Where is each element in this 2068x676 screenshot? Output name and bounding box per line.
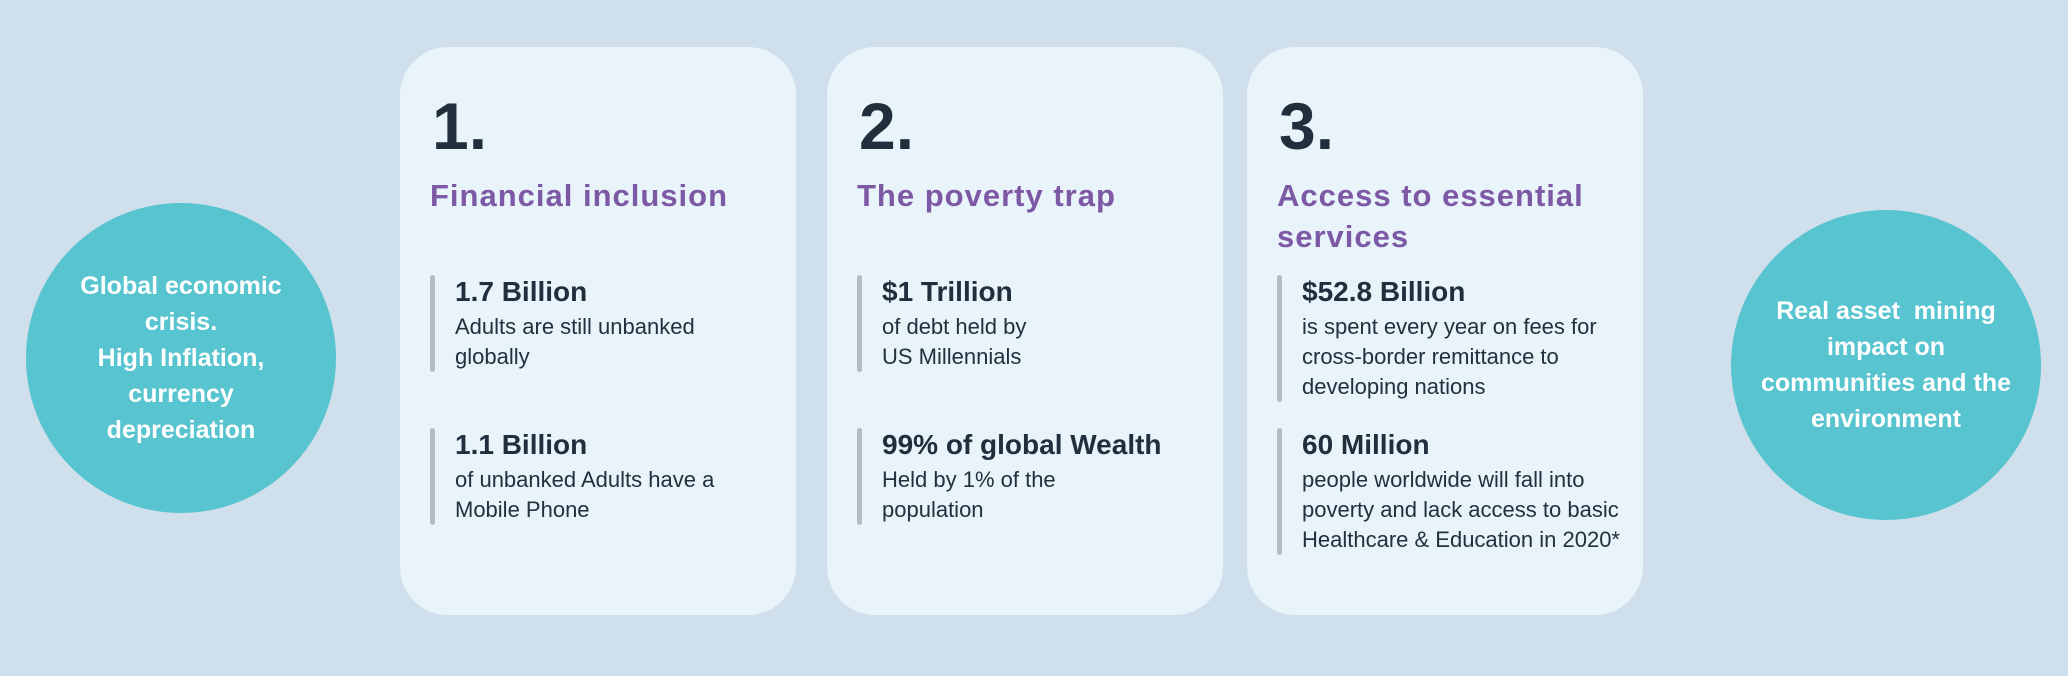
card-number: 3. — [1279, 89, 1335, 163]
stat-item: $52.8 Billion is spent every year on fee… — [1277, 275, 1623, 402]
stat-value: 99% of global Wealth — [882, 429, 1162, 460]
stat-description: people worldwide will fall into poverty … — [1302, 467, 1620, 552]
stat-value: $52.8 Billion — [1302, 276, 1466, 307]
stat-value: 1.1 Billion — [455, 429, 588, 460]
stat-value: 1.7 Billion — [455, 276, 588, 307]
stat-item: 60 Million people worldwide will fall in… — [1277, 428, 1623, 555]
left-circle-text: Global economic crisis. High Inflation, … — [80, 272, 282, 444]
stat-item: 1.7 Billion Adults are still unbanked gl… — [430, 275, 776, 372]
card-poverty-trap: 2. The poverty trap $1 Trillion of debt … — [827, 47, 1223, 615]
stat-description: of debt held by US Millennials — [882, 314, 1027, 369]
stat-accent-bar — [430, 275, 435, 372]
global-economic-crisis-circle: Global economic crisis. High Inflation, … — [26, 203, 336, 513]
stat-accent-bar — [1277, 275, 1282, 402]
stat-accent-bar — [857, 275, 862, 372]
card-title: Access to essential services — [1277, 178, 1584, 254]
stat-value: 60 Million — [1302, 429, 1430, 460]
stat-description: Held by 1% of the population — [882, 467, 1056, 522]
stat-item: $1 Trillion of debt held by US Millennia… — [857, 275, 1203, 372]
card-financial-inclusion: 1. Financial inclusion 1.7 Billion Adult… — [400, 47, 796, 615]
stat-item: 1.1 Billion of unbanked Adults have a Mo… — [430, 428, 776, 525]
card-number: 2. — [859, 89, 915, 163]
stat-item: 99% of global Wealth Held by 1% of the p… — [857, 428, 1203, 525]
card-access-essential-services: 3. Access to essential services $52.8 Bi… — [1247, 47, 1643, 615]
stat-description: Adults are still unbanked globally — [455, 314, 695, 369]
stat-description: is spent every year on fees for cross-bo… — [1302, 314, 1597, 399]
real-asset-mining-circle: Real asset mining impact on communities … — [1731, 210, 2041, 520]
card-title: Financial inclusion — [430, 178, 729, 213]
stat-description: of unbanked Adults have a Mobile Phone — [455, 467, 715, 522]
stat-accent-bar — [430, 428, 435, 525]
card-number: 1. — [432, 89, 488, 163]
stat-accent-bar — [857, 428, 862, 525]
stat-value: $1 Trillion — [882, 276, 1013, 307]
right-circle-text: Real asset mining impact on communities … — [1760, 297, 2012, 433]
stat-accent-bar — [1277, 428, 1282, 555]
card-title: The poverty trap — [857, 178, 1116, 213]
